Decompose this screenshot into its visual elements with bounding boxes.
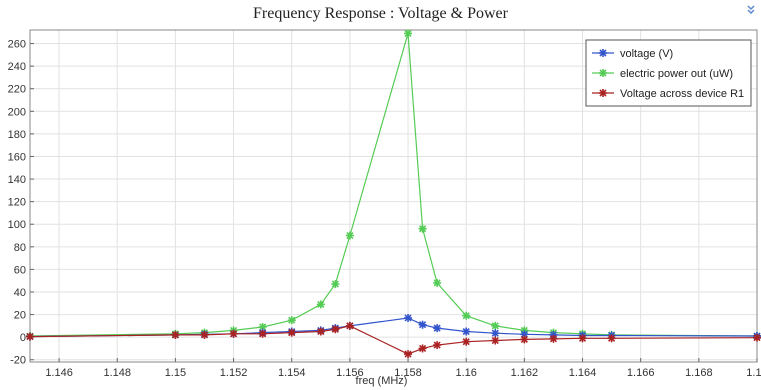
data-point-series-3 — [345, 321, 354, 330]
legend-marker-1 — [599, 49, 607, 57]
data-point-series-2 — [287, 316, 296, 325]
y-tick-label: 20 — [14, 310, 26, 322]
data-point-series-3 — [200, 330, 209, 339]
data-point-series-3 — [171, 330, 180, 339]
y-tick-label: 240 — [8, 61, 26, 73]
legend-marker-3 — [599, 89, 607, 97]
data-point-series-3 — [753, 333, 761, 342]
corner-indicator-icon — [747, 5, 755, 14]
data-point-series-2 — [331, 280, 340, 289]
data-point-series-3 — [433, 341, 442, 350]
x-tick-label: 1.16 — [455, 367, 476, 379]
x-tick-label: 1.164 — [569, 367, 597, 379]
y-tick-label: 40 — [14, 287, 26, 299]
x-tick-label: 1.152 — [220, 367, 248, 379]
data-point-series-2 — [418, 224, 427, 233]
data-point-series-1 — [418, 320, 427, 329]
data-point-series-2 — [433, 278, 442, 287]
x-tick-label: 1.158 — [394, 367, 422, 379]
legend-marker-2 — [599, 69, 607, 77]
x-tick-label: 1.168 — [685, 367, 713, 379]
data-point-series-1 — [433, 324, 442, 333]
x-tick-label: 1.166 — [627, 367, 655, 379]
x-tick-label: 1.146 — [45, 367, 73, 379]
data-point-series-3 — [26, 332, 34, 341]
legend-label-3: Voltage across device R1 — [620, 88, 744, 100]
y-tick-label: 80 — [14, 242, 26, 254]
data-point-series-3 — [462, 337, 471, 346]
y-tick-label: 260 — [8, 39, 26, 51]
y-tick-label: 60 — [14, 264, 26, 276]
x-tick-label: 1.154 — [278, 367, 306, 379]
data-point-series-3 — [287, 328, 296, 337]
data-point-series-1 — [404, 313, 413, 322]
data-point-series-3 — [316, 327, 325, 336]
x-tick-label: 1.148 — [103, 367, 131, 379]
data-point-series-3 — [607, 334, 616, 343]
y-tick-label: -20 — [10, 355, 26, 367]
x-tick-label: 1.156 — [336, 367, 364, 379]
y-tick-label: 120 — [8, 197, 26, 209]
legend-label-1: voltage (V) — [620, 48, 673, 60]
data-point-series-3 — [549, 334, 558, 343]
x-tick-label: 1.17 — [746, 367, 761, 379]
data-point-series-1 — [462, 327, 471, 336]
data-point-series-1 — [491, 329, 500, 338]
data-point-series-2 — [491, 321, 500, 330]
x-tick-label: 1.162 — [511, 367, 539, 379]
legend-label-2: electric power out (uW) — [620, 68, 733, 80]
data-point-series-3 — [331, 325, 340, 334]
data-point-series-3 — [404, 350, 413, 359]
y-tick-label: 140 — [8, 174, 26, 186]
chart-title: Frequency Response : Voltage & Power — [253, 5, 508, 22]
data-point-series-2 — [404, 29, 413, 38]
y-tick-label: 0 — [20, 332, 26, 344]
x-axis-label: freq (MHz) — [356, 375, 408, 387]
data-point-series-2 — [345, 231, 354, 240]
y-tick-label: 160 — [8, 151, 26, 163]
data-point-series-2 — [316, 300, 325, 309]
data-point-series-3 — [520, 335, 529, 344]
y-tick-label: 180 — [8, 129, 26, 141]
data-point-series-3 — [258, 329, 267, 338]
y-tick-label: 220 — [8, 84, 26, 96]
plot-frame — [29, 29, 758, 363]
y-tick-label: 200 — [8, 106, 26, 118]
data-point-series-3 — [491, 336, 500, 345]
data-point-series-3 — [229, 329, 238, 338]
x-tick-label: 1.15 — [165, 367, 186, 379]
y-tick-label: 100 — [8, 219, 26, 231]
data-point-series-3 — [578, 334, 587, 343]
data-point-series-2 — [462, 311, 471, 320]
data-point-series-3 — [418, 344, 427, 353]
